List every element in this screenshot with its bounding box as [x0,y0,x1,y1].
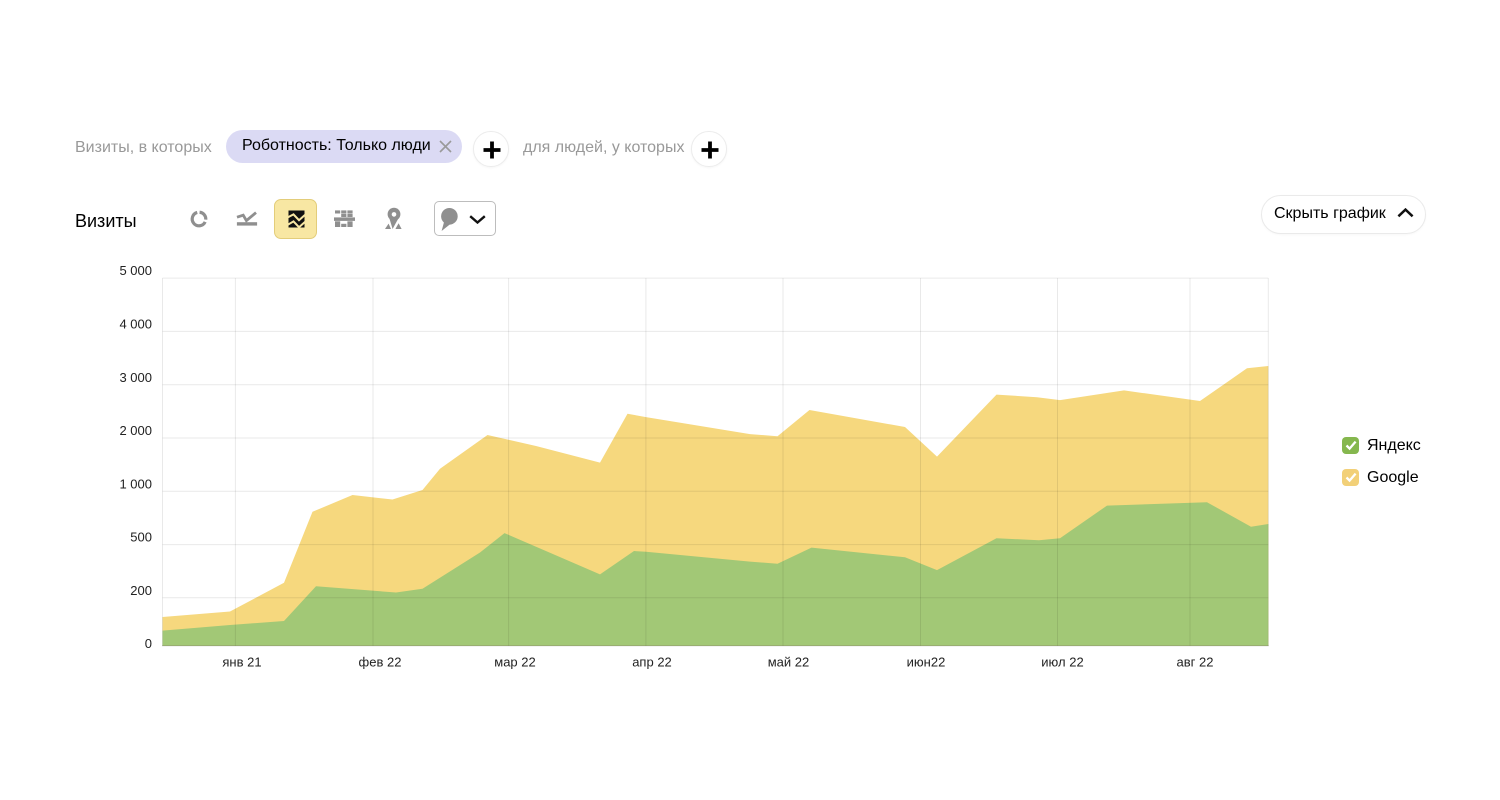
svg-text:июн22: июн22 [907,655,946,670]
svg-text:4 000: 4 000 [119,317,152,332]
svg-text:500: 500 [130,530,152,545]
svg-text:июл 22: июл 22 [1041,655,1083,670]
svg-text:авг 22: авг 22 [1177,655,1214,670]
svg-text:май 22: май 22 [768,655,810,670]
svg-text:2 000: 2 000 [119,423,152,438]
svg-text:фев 22: фев 22 [359,655,402,670]
svg-text:0: 0 [145,636,152,651]
svg-text:5 000: 5 000 [119,263,152,278]
svg-text:янв 21: янв 21 [222,655,261,670]
svg-text:мар 22: мар 22 [494,655,535,670]
svg-text:апр 22: апр 22 [632,655,672,670]
svg-text:3 000: 3 000 [119,370,152,385]
svg-text:200: 200 [130,583,152,598]
svg-text:1 000: 1 000 [119,476,152,491]
